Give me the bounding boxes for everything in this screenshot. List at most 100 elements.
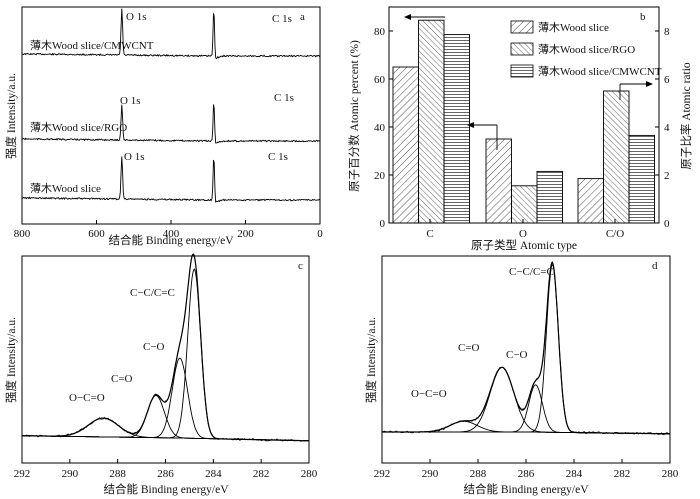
legend-label-cmwcnt: 薄木Wood slice/CMWCNT: [538, 64, 662, 78]
x-tick-label-a: 600: [88, 228, 105, 240]
panel-b-label: b: [640, 11, 646, 23]
panel-b-xlabel: 原子类型 Atomic type: [471, 238, 577, 252]
axis-arrow-left-o: [467, 122, 498, 150]
y-tick-label-left: 80: [374, 26, 386, 38]
x-tick-label-b: O: [519, 228, 527, 240]
y-tick-label-left: 20: [374, 170, 386, 182]
panel-b-ylabel-right: 原子比率 Atomic ratio: [679, 62, 693, 170]
panel-a-spectra: [21, 8, 321, 203]
x-tick-label: 282: [614, 468, 631, 480]
panel-c: c 292 290 288 286 284 282 280 结合能 Binding ener…: [4, 253, 318, 496]
bar-C/O-0: [577, 178, 604, 224]
peak-label-c1s-rgo: C 1s: [274, 92, 294, 104]
bar-C-1: [418, 19, 445, 224]
panel-b-ticks: 0 20 40 60 80 0 2 4 6 8 C O C/O: [374, 26, 670, 240]
x-tick-label-b: C/O: [606, 228, 624, 240]
peak-label-oco-c: O−C=O: [69, 392, 105, 404]
axis-arrow-right-co: [619, 81, 653, 100]
panel-b-legend: 薄木Wood slice 薄木Wood slice/RGO 薄木Wood sli…: [510, 20, 662, 78]
spectrum-line-wood: [21, 156, 321, 203]
y-tick-label-left: 40: [374, 122, 386, 134]
panel-a: a 800 600 400 200 0 结合能 Binding energy/eV 强度…: [4, 6, 323, 247]
component-O−C=O: [22, 417, 309, 442]
x-tick-label-b: C: [426, 228, 433, 240]
spectrum-line-rgo: [21, 104, 321, 144]
panel-a-ylabel: 强度 Intensity/a.u.: [4, 73, 18, 159]
panel-c-label: c: [298, 260, 303, 272]
panel-b: b 0 20 40 60 80 0 2 4 6 8 C O C/O 原子类型 Atomic type 原…: [347, 6, 693, 252]
x-tick-label: 288: [470, 468, 487, 480]
peak-label-o1s-cmwcnt: O 1s: [126, 11, 146, 23]
legend-swatch-cmwcnt: [510, 64, 534, 78]
component-C−O: [22, 357, 309, 442]
panel-d-x-ticks: 292 290 288 286 284 282 280: [374, 459, 679, 480]
peak-label-c1s-wood: C 1s: [268, 151, 288, 163]
panel-a-label: a: [300, 11, 305, 23]
panel-a-xlabel: 结合能 Binding energy/eV: [109, 233, 235, 247]
panel-c-x-ticks: 292 290 288 286 284 282 280: [14, 459, 318, 480]
peak-label-o1s-wood: O 1s: [124, 151, 144, 163]
peak-label-cc-c: C−C/C=C: [130, 287, 175, 299]
y-tick-label-right: 2: [664, 170, 670, 182]
peak-label-c1s-cmwcnt: C 1s: [272, 13, 292, 25]
series-label-cmwcnt: 薄木Wood slice/CMWCNT: [30, 38, 154, 52]
raw-data-line: [381, 260, 669, 436]
x-tick-label: 280: [301, 468, 318, 480]
component-C=O: [382, 367, 670, 435]
panel-b-ylabel: 原子百分数 Atomic percent (%): [347, 40, 361, 192]
x-tick-label: 292: [374, 468, 391, 480]
x-tick-label-a: 800: [14, 228, 31, 240]
peak-label-oco-d: O−C=O: [411, 388, 447, 400]
bar-O-1: [511, 185, 538, 224]
envelope-line: [22, 253, 309, 442]
x-tick-label-a: 200: [237, 228, 254, 240]
x-tick-label: 280: [662, 468, 679, 480]
y-tick-label-left: 0: [380, 218, 386, 230]
x-tick-label: 286: [157, 468, 174, 480]
bar-C/O-1: [603, 90, 630, 224]
panel-d-fit-curves: [381, 260, 670, 436]
panel-c-fit-curves: [21, 253, 309, 442]
panel-a-x-ticks: 800 600 400 200 0: [14, 220, 323, 240]
panel-d-xlabel: 结合能 Binding energy/eV: [464, 482, 590, 496]
peak-label-co-d: C−O: [506, 349, 528, 361]
x-tick-label: 284: [566, 468, 583, 480]
panel-d-label: d: [652, 260, 658, 272]
series-label-wood: 薄木Wood slice: [30, 181, 101, 195]
panel-c-ylabel: 强度 Intensity/a.u.: [4, 317, 18, 403]
x-tick-label: 292: [14, 468, 31, 480]
y-tick-label-right: 0: [664, 218, 670, 230]
x-tick-label: 290: [62, 468, 79, 480]
axis-arrow-left-c: [404, 14, 445, 20]
spectrum-line-cmwcnt: [21, 8, 321, 60]
panel-d: d 292 290 288 286 284 282 280 结合能 Binding ener…: [364, 255, 679, 496]
panel-d-ylabel: 强度 Intensity/a.u.: [364, 317, 378, 403]
y-tick-label-right: 8: [664, 26, 670, 38]
bar-C-2: [443, 34, 470, 224]
panel-b-bars: [392, 19, 655, 224]
x-tick-label: 288: [109, 468, 126, 480]
series-label-rgo: 薄木Wood slice/RGO: [30, 120, 127, 134]
legend-swatch-wood: [510, 20, 534, 34]
legend-label-wood: 薄木Wood slice: [538, 20, 609, 34]
bar-C-0: [392, 66, 419, 224]
peak-label-co-double-c: C=O: [111, 373, 133, 385]
legend-label-rgo: 薄木Wood slice/RGO: [538, 42, 635, 56]
x-tick-label: 284: [205, 468, 222, 480]
bar-O-2: [536, 170, 563, 224]
x-tick-label: 290: [422, 468, 439, 480]
legend-swatch-rgo: [510, 42, 534, 56]
bar-O-0: [485, 138, 512, 224]
peak-label-cc-d: C−C/C=C: [509, 266, 554, 278]
raw-data-line: [21, 253, 308, 442]
x-tick-label-a: 0: [317, 228, 323, 240]
peak-label-co-c: C−O: [143, 341, 165, 353]
peak-label-o1s-rgo: O 1s: [120, 95, 140, 107]
y-tick-label-right: 6: [664, 74, 670, 86]
y-tick-label-left: 60: [374, 74, 386, 86]
bar-C/O-2: [628, 134, 655, 224]
peak-label-co-double-d: C=O: [458, 342, 480, 354]
panel-c-xlabel: 结合能 Binding energy/eV: [104, 482, 230, 496]
y-tick-label-right: 4: [664, 122, 670, 134]
